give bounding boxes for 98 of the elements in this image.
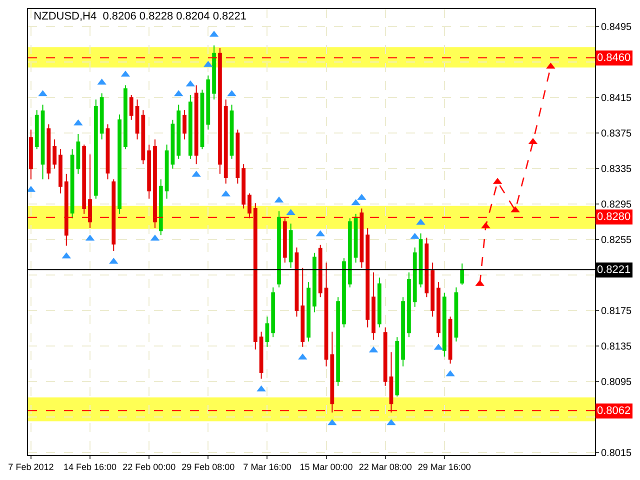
y-tick-label: 0.8335: [601, 164, 632, 176]
candlestick: [64, 173, 68, 246]
candlestick: [306, 282, 310, 342]
candlestick: [442, 292, 446, 358]
x-tick-label: 7 Feb 2012: [8, 462, 54, 472]
candlestick: [40, 104, 45, 180]
candlestick: [282, 218, 287, 264]
candlestick: [194, 84, 198, 165]
candlestick: [383, 326, 388, 386]
candlestick: [76, 134, 80, 174]
candlestick: [164, 144, 169, 200]
candlestick: [112, 178, 116, 252]
ref-line-label: 0.8062: [597, 405, 631, 417]
candlestick: [448, 316, 452, 364]
candlestick: [430, 262, 435, 318]
candlestick: [242, 164, 246, 209]
candlestick: [454, 286, 458, 342]
y-tick-label: 0.8295: [601, 200, 632, 211]
candlestick: [118, 114, 122, 214]
candlestick: [277, 210, 281, 288]
candlestick: [318, 244, 322, 298]
candlestick: [46, 124, 51, 180]
candlestick: [412, 247, 417, 308]
candlestick: [418, 232, 423, 288]
candlestick: [100, 92, 104, 140]
ref-line-label: 0.8460: [597, 52, 631, 64]
candlestick: [372, 272, 376, 340]
x-tick-label: 15 Mar 00:00: [300, 462, 353, 472]
x-tick-label: 29 Mar 16:00: [418, 462, 471, 472]
candlestick: [212, 44, 216, 100]
candlestick: [170, 119, 175, 170]
candlestick: [129, 94, 134, 120]
y-tick-label: 0.8255: [601, 235, 632, 246]
candlestick: [135, 98, 140, 140]
chart-title: NZDUSD,H4 0.8206 0.8228 0.8204 0.8221: [34, 10, 246, 23]
y-tick-label: 0.8415: [601, 93, 632, 104]
y-tick-label: 0.8095: [601, 376, 632, 388]
x-tick-label: 7 Mar 16:00: [243, 462, 292, 472]
candlestick: [153, 138, 157, 229]
candlestick: [424, 237, 429, 298]
candlestick: [460, 262, 464, 286]
candlestick: [176, 104, 181, 160]
y-tick-label: 0.8495: [601, 22, 632, 34]
y-tick-label: 0.8375: [601, 128, 632, 140]
candlestick: [206, 75, 210, 130]
candlestick: [147, 144, 152, 200]
candlestick: [88, 154, 92, 229]
candlestick: [52, 138, 57, 170]
candlestick: [200, 89, 204, 150]
candlestick: [294, 247, 299, 318]
candlestick: [389, 352, 394, 413]
candlestick: [124, 84, 128, 150]
candlestick: [271, 286, 276, 338]
point: [28, 186, 36, 192]
candlestick: [94, 98, 98, 200]
candlestick: [70, 148, 74, 219]
candlestick: [342, 258, 346, 328]
candlestick: [436, 282, 440, 338]
candlestick: [236, 129, 240, 184]
x-tick-label: 22 Mar 08:00: [358, 462, 412, 472]
candlestick: [288, 223, 293, 268]
y-tick-label: 0.8135: [601, 341, 632, 352]
candlestick: [34, 110, 39, 150]
candlestick: [300, 267, 305, 348]
candlestick: [354, 213, 358, 264]
candlestick: [395, 336, 400, 397]
candlestick: [348, 218, 352, 288]
x-tick-label: 14 Feb 16:00: [63, 462, 117, 472]
candlestick: [336, 296, 340, 386]
candlestick: [230, 104, 234, 160]
candlestick: [188, 94, 192, 160]
candlestick: [401, 296, 405, 367]
x-tick-label: 29 Feb 08:00: [182, 462, 235, 472]
candlestick: [224, 98, 228, 184]
candlestick: [265, 316, 270, 348]
candlestick: [407, 272, 411, 338]
candlestick: [377, 277, 382, 328]
candlestick: [248, 192, 252, 219]
ref-line-label: 0.8280: [597, 211, 631, 223]
candlestick: [312, 252, 316, 313]
y-tick-label: 0.8175: [601, 306, 632, 317]
x-tick-label: 22 Feb 00:00: [122, 462, 176, 472]
candlestick: [330, 331, 334, 413]
candlestick: [58, 148, 62, 194]
candlestick: [324, 262, 328, 367]
candlestick: [29, 129, 33, 180]
y-tick-label: 0.8015: [601, 448, 632, 459]
candlestick: [141, 110, 146, 165]
candlestick: [366, 228, 370, 328]
candlestick: [182, 110, 186, 140]
candlestick: [218, 48, 222, 174]
candlestick: [360, 208, 364, 268]
candlestick: [106, 124, 110, 180]
candlestick: [253, 202, 258, 350]
candlestick: [259, 331, 264, 380]
ref-line-label: 0.8221: [597, 264, 631, 276]
candlestick: [158, 178, 163, 236]
candlestick: [82, 144, 86, 214]
